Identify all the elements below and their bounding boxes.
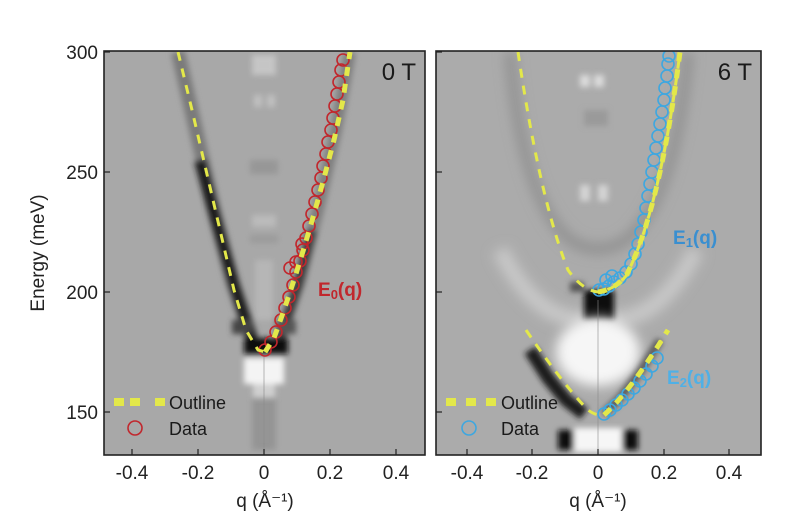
x-tick: 0.2 bbox=[317, 463, 343, 484]
legend-data-label: Data bbox=[501, 419, 540, 439]
panel-0T: 0 T E0(q) Outline Data -0.4 -0.2 0 0.2 0… bbox=[103, 50, 426, 512]
legend-outline-label: Outline bbox=[169, 393, 226, 413]
panel-0T-ticks bbox=[104, 51, 397, 455]
legend-data-label: Data bbox=[169, 419, 208, 439]
outline-E0 bbox=[176, 51, 353, 354]
panel-0T-tag: 0 T bbox=[382, 59, 417, 86]
panel-6T-tag: 6 T bbox=[718, 59, 753, 86]
outline-E1-E2 bbox=[516, 51, 683, 417]
y-tick-200: 200 bbox=[66, 283, 98, 304]
x-tick: -0.2 bbox=[182, 463, 215, 484]
legend-outline-swatch bbox=[114, 398, 165, 406]
y-tick-250: 250 bbox=[66, 163, 98, 184]
panel-6T: 6 T E1(q) E2(q) Outline Data -0.4 -0.2 0… bbox=[435, 50, 762, 512]
panel-0T-legend: Outline Data bbox=[114, 393, 226, 439]
curve-label-E1: E1(q) bbox=[673, 228, 717, 250]
y-tick-300: 300 bbox=[66, 43, 98, 64]
x-tick: -0.4 bbox=[116, 463, 149, 484]
panel-0T-x-axis-label: q (Å⁻¹) bbox=[236, 491, 294, 512]
y-axis-label: Energy (meV) bbox=[28, 194, 49, 311]
x-tick: -0.2 bbox=[516, 463, 549, 484]
legend-data-marker bbox=[461, 420, 477, 436]
x-tick: 0 bbox=[593, 463, 604, 484]
x-tick: 0.4 bbox=[716, 463, 743, 484]
curve-label-E0: E0(q) bbox=[318, 280, 362, 302]
data-E1-markers bbox=[592, 51, 676, 297]
panel-6T-x-axis-label: q (Å⁻¹) bbox=[569, 491, 627, 512]
y-tick-150: 150 bbox=[66, 403, 98, 424]
curve-label-E2: E2(q) bbox=[667, 368, 711, 390]
legend-outline-label: Outline bbox=[501, 393, 558, 413]
panel-6T-legend: Outline Data bbox=[446, 393, 558, 439]
data-E0-markers bbox=[258, 53, 350, 357]
x-tick: 0.2 bbox=[651, 463, 677, 484]
panel-6T-heatmap bbox=[436, 51, 761, 455]
panel-0T-x-tick-labels: -0.4 -0.2 0 0.2 0.4 bbox=[116, 463, 410, 484]
panel-6T-ticks bbox=[436, 51, 730, 455]
panel-6T-x-tick-labels: -0.4 -0.2 0 0.2 0.4 bbox=[451, 463, 743, 484]
legend-data-marker bbox=[127, 420, 143, 436]
x-tick: 0 bbox=[259, 463, 270, 484]
x-tick: -0.4 bbox=[451, 463, 484, 484]
x-tick: 0.4 bbox=[383, 463, 410, 484]
panel-0T-heatmap bbox=[104, 51, 425, 455]
legend-outline-swatch bbox=[446, 398, 496, 406]
y-tick-labels: 300 250 200 150 bbox=[66, 43, 98, 424]
